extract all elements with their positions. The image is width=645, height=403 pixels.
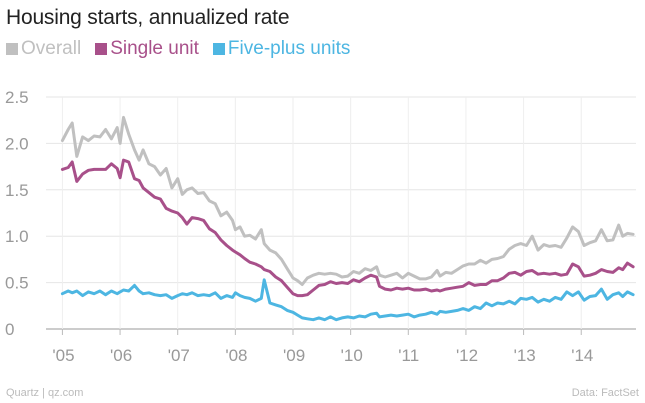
legend-item-overall: Overall xyxy=(6,38,81,60)
x-tick-label: '08 xyxy=(225,346,247,365)
source-credit: Quartz | qz.com xyxy=(6,387,84,399)
legend-swatch-overall xyxy=(6,43,18,55)
x-axis: '05 '06 '07 '08 '09 '10 '11 '12 '13 '14 xyxy=(52,329,593,365)
x-tick-label: '14 xyxy=(571,346,593,365)
x-tick-label: '12 xyxy=(456,346,478,365)
y-tick-label: 1.0 xyxy=(5,227,29,246)
grid xyxy=(46,96,636,330)
x-tick-label: '11 xyxy=(398,346,419,365)
chart-title: Housing starts, annualized rate xyxy=(6,6,290,29)
legend-swatch-five-plus-units xyxy=(212,43,225,55)
series-line-five-plus-units xyxy=(60,278,635,322)
y-tick-label: 2.0 xyxy=(5,134,29,153)
y-tick-label: 2.5 xyxy=(5,88,29,107)
x-tick-label: '07 xyxy=(168,346,190,365)
y-tick-label: 1.5 xyxy=(5,181,29,200)
legend-item-five-plus-units: Five-plus units xyxy=(212,38,351,60)
series-lines xyxy=(60,115,635,322)
x-tick-label: '09 xyxy=(283,346,305,365)
y-axis: 0 0.5 1.0 1.5 2.0 2.5 xyxy=(5,88,29,339)
series-line-single-unit xyxy=(60,158,635,298)
legend: Overall Single unit Five-plus units xyxy=(6,38,350,60)
x-tick-label: '05 xyxy=(52,346,74,365)
x-tick-label: '06 xyxy=(110,346,132,365)
legend-label-five-plus-units: Five-plus units xyxy=(227,38,351,59)
data-source: Data: FactSet xyxy=(571,387,639,399)
x-tick-label: '13 xyxy=(514,346,536,365)
y-tick-label: 0.5 xyxy=(5,274,29,293)
x-tick-label: '10 xyxy=(341,346,363,365)
legend-label-overall: Overall xyxy=(21,38,82,59)
y-tick-label: 0 xyxy=(5,320,14,339)
legend-item-single-unit: Single unit xyxy=(95,38,199,60)
legend-label-single-unit: Single unit xyxy=(110,38,199,59)
legend-swatch-single-unit xyxy=(95,43,108,55)
series-line-overall xyxy=(60,115,635,286)
